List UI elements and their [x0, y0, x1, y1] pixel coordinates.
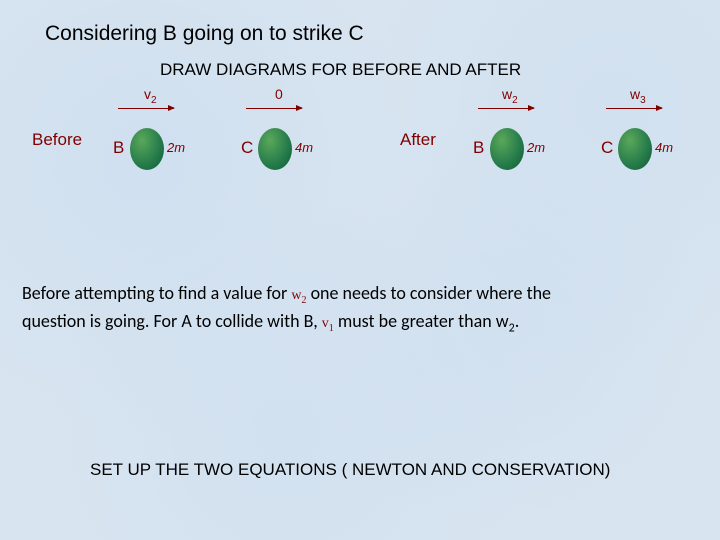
- inline-w2: w2: [291, 288, 306, 303]
- vel-sub: 2: [512, 95, 518, 106]
- before-vel-1: 0: [275, 86, 283, 106]
- after-ball-0: [490, 128, 524, 170]
- before-ball-0: [130, 128, 164, 170]
- after-arrow-1: [606, 108, 662, 109]
- para-t3: question is going. For A to collide with…: [22, 310, 322, 332]
- after-arrow-0: [478, 108, 534, 109]
- before-mass-1: 4m: [295, 140, 313, 155]
- before-ball-1: [258, 128, 292, 170]
- after-mass-0: 2m: [527, 140, 545, 155]
- subtitle: DRAW DIAGRAMS FOR BEFORE AND AFTER: [160, 60, 521, 80]
- after-vel-1: w3: [630, 86, 646, 106]
- before-label: Before: [32, 130, 82, 150]
- after-ball-1: [618, 128, 652, 170]
- before-arrow-0: [118, 108, 174, 109]
- after-letter-0: B: [473, 138, 484, 158]
- vel-sym: w: [502, 86, 512, 102]
- vel-sym: 0: [275, 86, 283, 102]
- before-letter-1: C: [241, 138, 253, 158]
- vel-sym: v: [144, 86, 151, 102]
- vel-sub: 2: [151, 95, 157, 106]
- bottom-instruction: SET UP THE TWO EQUATIONS ( NEWTON AND CO…: [90, 460, 610, 480]
- after-mass-1: 4m: [655, 140, 673, 155]
- before-vel-0: v2: [144, 86, 157, 106]
- after-letter-1: C: [601, 138, 613, 158]
- para-t5: .: [515, 310, 520, 332]
- explain-paragraph: Before attempting to find a value for w2…: [22, 280, 720, 338]
- para-t4: must be greater than w: [338, 310, 509, 332]
- inline-v1: v1: [322, 316, 334, 331]
- para-t1: Before attempting to find a value for: [22, 282, 291, 304]
- after-vel-0: w2: [502, 86, 518, 106]
- before-mass-0: 2m: [167, 140, 185, 155]
- vel-sym: w: [630, 86, 640, 102]
- vel-sub: 3: [640, 95, 646, 106]
- para-t2: one needs to consider where the: [311, 282, 551, 304]
- before-arrow-1: [246, 108, 302, 109]
- before-letter-0: B: [113, 138, 124, 158]
- page-title: Considering B going on to strike C: [45, 22, 364, 46]
- after-label: After: [400, 130, 436, 150]
